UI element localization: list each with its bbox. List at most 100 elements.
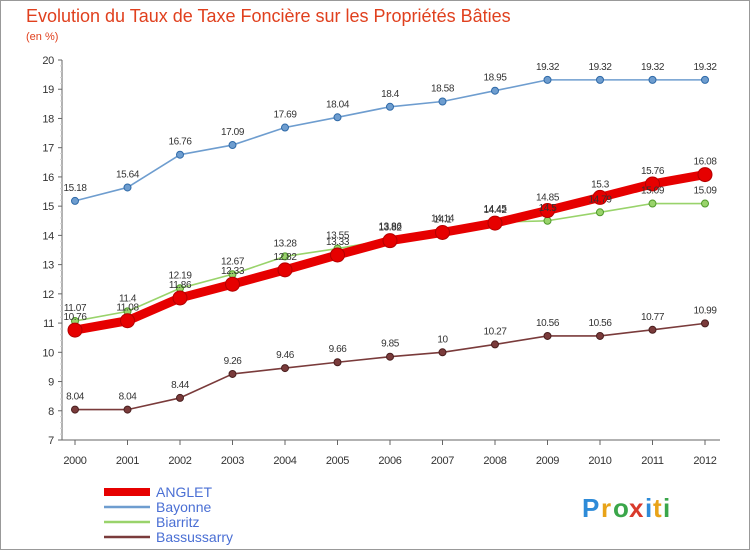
y-tick-label: 20 (42, 55, 54, 67)
legend-label: Bassussarry (156, 529, 233, 545)
data-point (277, 262, 293, 278)
brand-letter: i (663, 493, 670, 523)
data-label: 14.14 (431, 213, 455, 224)
data-point (333, 358, 342, 367)
data-point (648, 199, 657, 208)
data-point (491, 340, 499, 349)
data-label: 19.32 (693, 62, 717, 73)
y-tick-label: 13 (42, 260, 54, 272)
y-tick-label: 19 (42, 84, 54, 96)
data-point (543, 75, 552, 84)
data-label: 11.4 (119, 293, 137, 304)
data-labels: 10.7611.0811.8612.3312.8213.3313.8214.11… (63, 62, 717, 403)
y-tick-label: 18 (42, 113, 54, 125)
data-point (596, 208, 604, 217)
data-label: 14.79 (588, 194, 612, 205)
y-tick-label: 14 (42, 230, 54, 242)
y-tick-label: 7 (48, 435, 54, 447)
series-line-bassussarry (74, 322, 706, 411)
data-point (281, 252, 289, 261)
data-label: 14.42 (483, 205, 507, 216)
data-point (438, 97, 447, 106)
chart-subtitle: (en %) (26, 31, 58, 43)
data-point (701, 319, 709, 328)
data-label: 8.04 (119, 392, 138, 403)
data-label: 15.09 (641, 186, 665, 197)
y-axis-ticks: 7 8 9 10 11 12 13 14 15 16 17 18 19 20 (42, 55, 62, 447)
data-point (228, 141, 237, 150)
data-point (333, 113, 342, 122)
x-tick-label: 2003 (221, 455, 244, 467)
data-point (487, 215, 503, 231)
data-point (701, 199, 709, 208)
data-point (701, 75, 709, 84)
data-label: 10 (437, 334, 448, 345)
data-label: 10.76 (63, 312, 87, 323)
x-tick-label: 2006 (378, 455, 401, 467)
data-label: 16.76 (168, 137, 192, 148)
brand-letter: i (645, 493, 652, 523)
data-point (648, 325, 657, 334)
data-label: 19.32 (641, 62, 665, 73)
x-tick-label: 2002 (168, 455, 191, 467)
y-tick-label: 15 (42, 201, 54, 213)
data-point (176, 150, 184, 159)
chart-title: Evolution du Taux de Taxe Foncière sur l… (26, 6, 511, 26)
data-point (386, 352, 394, 361)
x-tick-label: 2009 (536, 455, 559, 467)
data-point (281, 123, 289, 132)
data-label: 8.04 (66, 392, 85, 403)
data-label: 14.85 (536, 193, 560, 204)
brand-letter: t (653, 493, 662, 523)
data-label: 9.46 (276, 350, 295, 361)
brand-letter: x (629, 493, 644, 523)
brand-letter: r (601, 493, 611, 523)
series-lines (67, 75, 713, 414)
legend-label: Bayonne (156, 499, 211, 515)
x-tick-label: 2010 (588, 455, 611, 467)
data-label: 8.44 (171, 380, 190, 391)
y-tick-label: 12 (42, 289, 54, 301)
y-tick-label: 8 (48, 406, 54, 418)
data-label: 10.99 (693, 305, 717, 316)
data-point (71, 196, 79, 205)
chart-axes (61, 60, 720, 441)
data-label: 14.45 (483, 204, 507, 215)
x-tick-label: 2012 (693, 455, 716, 467)
data-label: 18.4 (381, 89, 400, 100)
data-point (123, 183, 132, 192)
data-point (67, 322, 83, 338)
data-label: 11.08 (116, 303, 139, 314)
data-point (592, 189, 608, 205)
data-point (172, 290, 188, 306)
data-label: 15.3 (591, 179, 610, 190)
x-tick-label: 2005 (326, 455, 349, 467)
legend-label: Biarritz (156, 514, 200, 530)
x-tick-label: 2001 (116, 455, 139, 467)
data-point (71, 405, 79, 414)
data-label: 13.33 (326, 237, 350, 248)
data-label: 11.86 (169, 280, 192, 291)
data-label: 10.77 (641, 312, 665, 323)
data-label: 12.67 (221, 256, 245, 267)
data-label: 16.08 (693, 157, 717, 168)
x-tick-label: 2011 (641, 455, 664, 467)
data-point (543, 216, 552, 225)
x-tick-label: 2007 (431, 455, 454, 467)
data-label: 19.32 (588, 62, 612, 73)
data-label: 9.66 (329, 344, 348, 355)
y-tick-label: 17 (42, 143, 54, 155)
x-axis-ticks: 2000 2001 2002 2003 2004 2005 2006 2007 2008 2009… (63, 440, 717, 467)
legend-label: ANGLET (156, 484, 212, 500)
data-label: 10.27 (483, 326, 507, 337)
data-point (645, 176, 660, 192)
data-point (697, 167, 713, 183)
data-point (225, 276, 240, 292)
x-tick-label: 2004 (273, 455, 296, 467)
data-label: 15.64 (116, 169, 140, 180)
data-point (386, 102, 394, 111)
data-point (540, 203, 555, 219)
data-label: 9.85 (381, 339, 400, 350)
